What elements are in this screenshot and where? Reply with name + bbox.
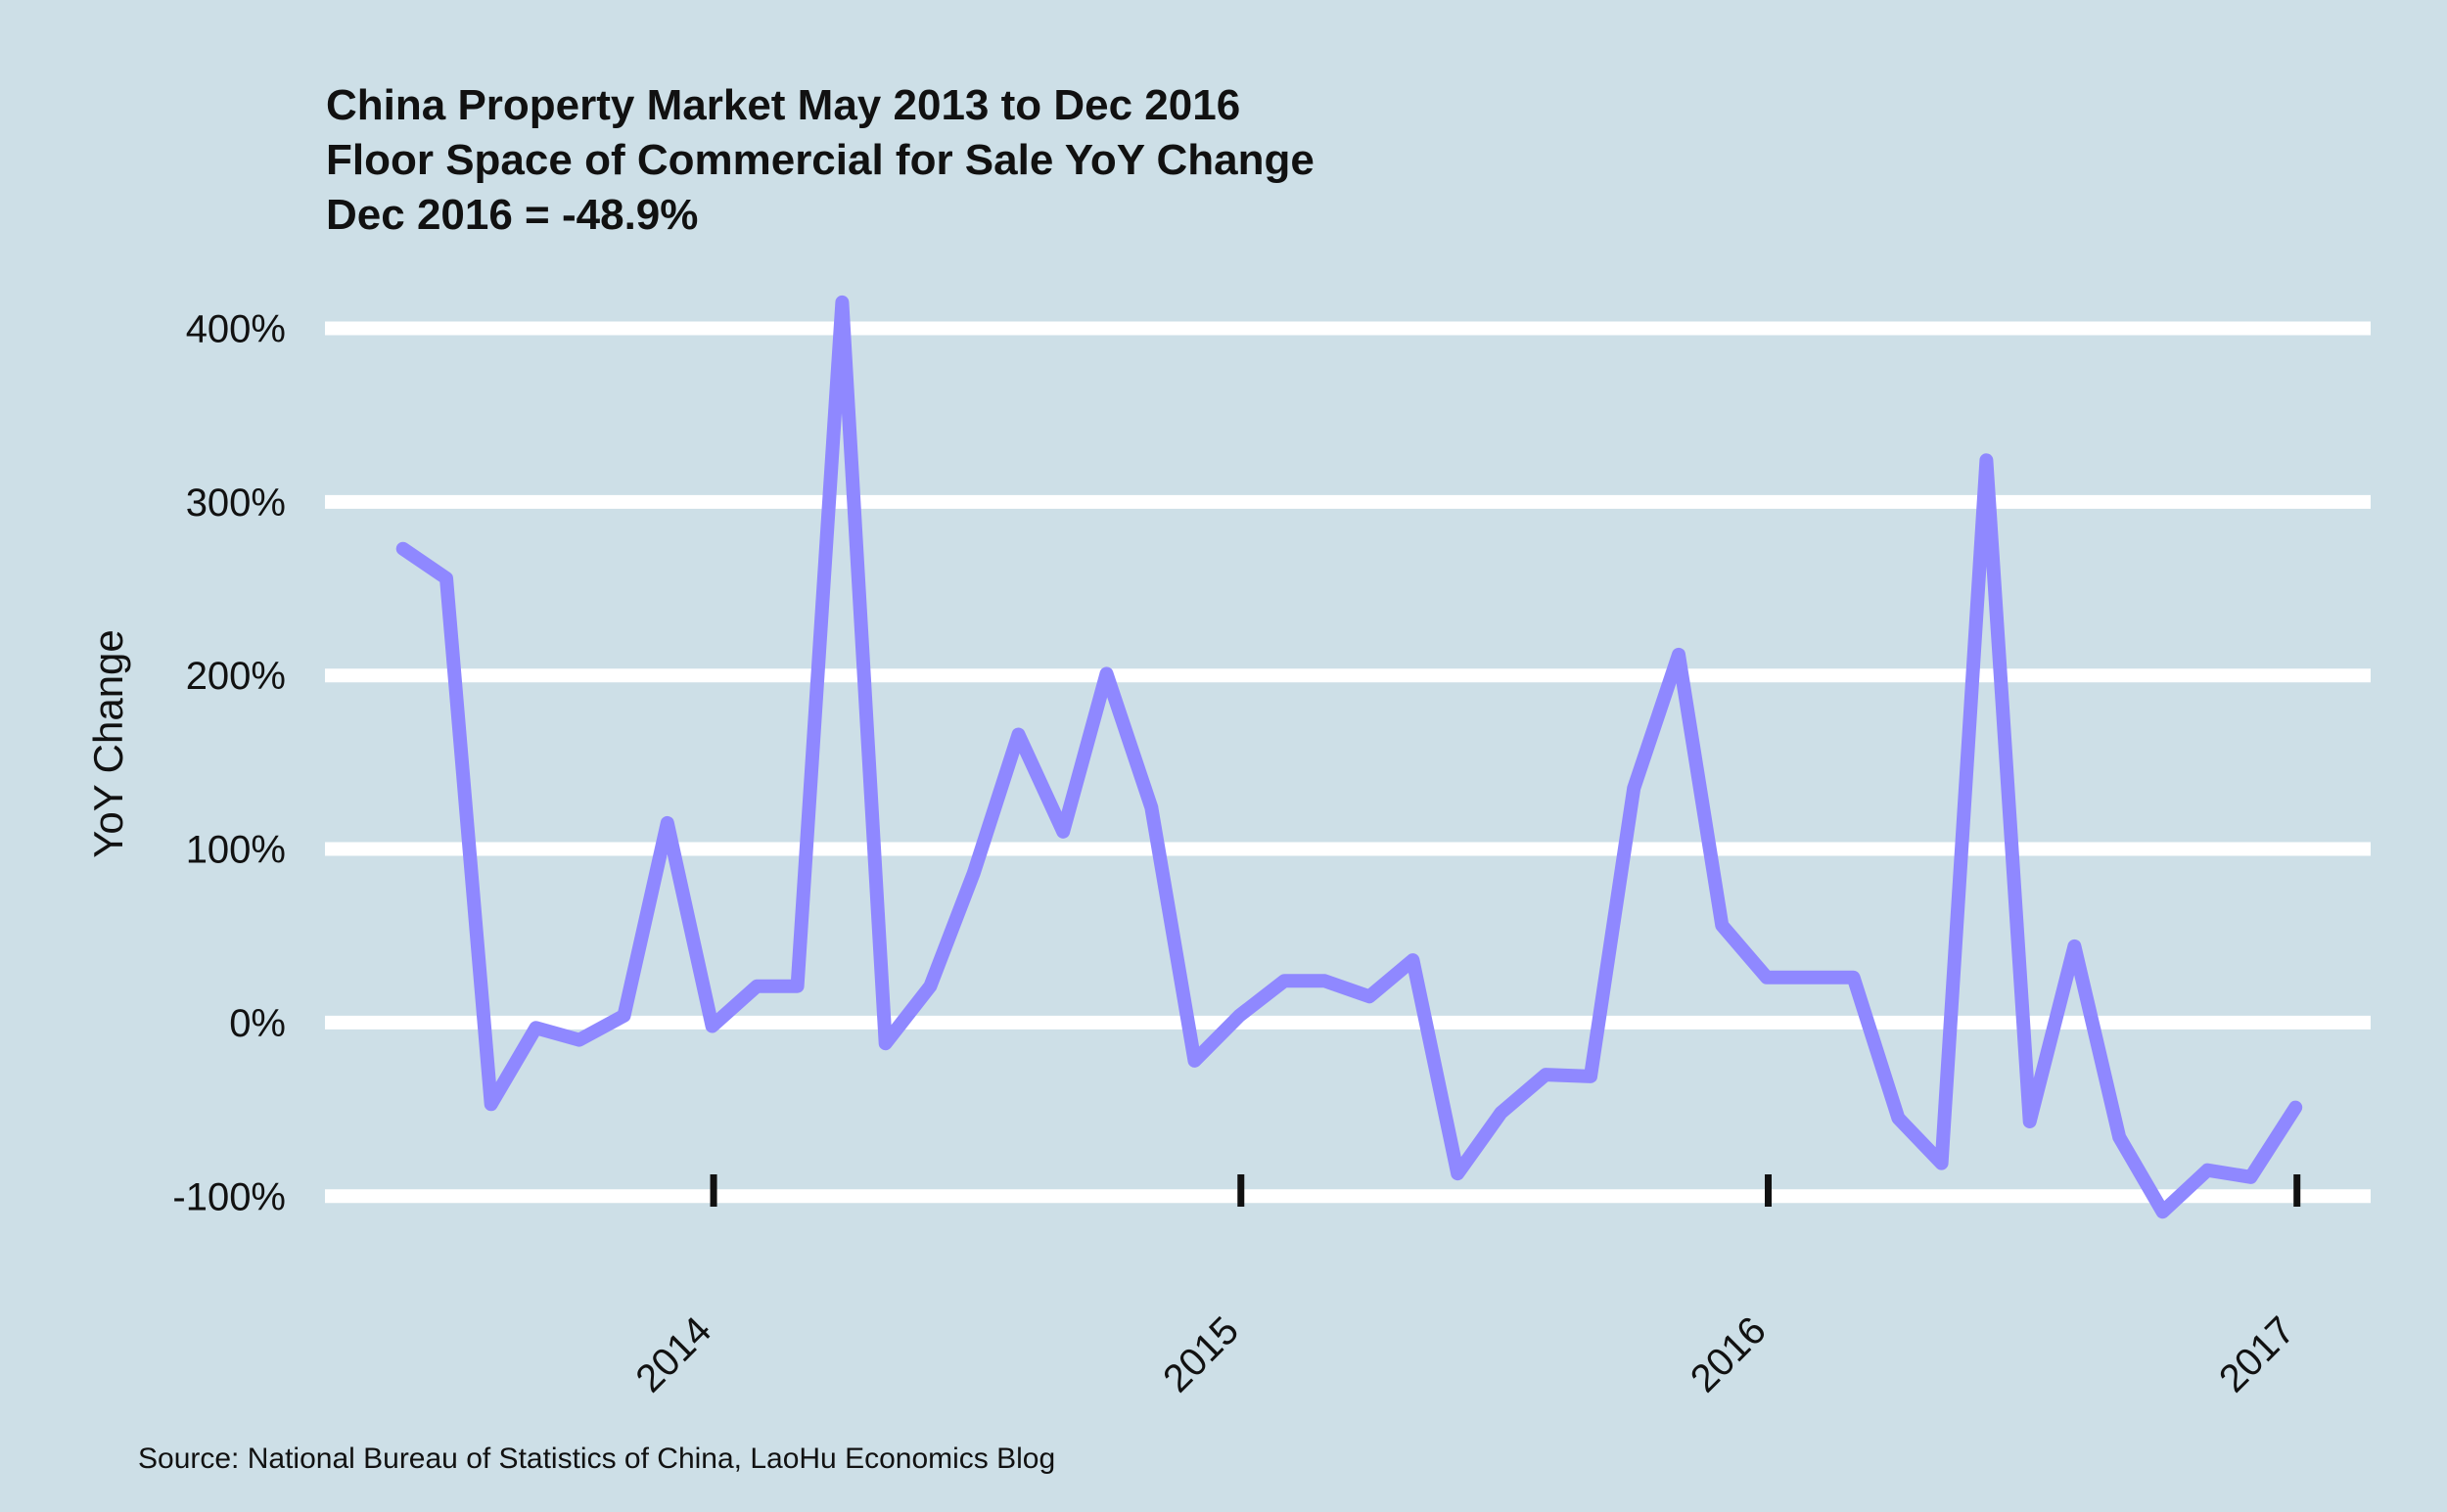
chart-subtitle: Floor Space of Commercial for Sale YoY C… <box>326 136 1315 184</box>
x-tick-label: 2016 <box>1683 1308 1775 1400</box>
data-point <box>1283 980 1286 983</box>
data-point <box>1062 830 1065 833</box>
data-point <box>711 1025 714 1028</box>
data-point <box>1852 976 1855 979</box>
data-point <box>1105 672 1108 675</box>
data-point <box>666 821 669 824</box>
x-tick-label: 2017 <box>2211 1308 2303 1400</box>
data-point <box>1985 459 1988 462</box>
data-point <box>1940 1162 1943 1165</box>
x-tick-label: 2015 <box>1155 1308 1247 1400</box>
data-point <box>884 1042 887 1045</box>
data-point <box>489 1103 492 1106</box>
data-point <box>841 300 844 303</box>
series-group <box>395 295 2303 1219</box>
x-tick-label: 2014 <box>627 1308 719 1400</box>
data-point <box>1368 995 1371 998</box>
data-point <box>534 1027 537 1030</box>
data-point <box>623 1014 625 1017</box>
data-point <box>1897 1117 1900 1120</box>
data-point <box>1810 976 1813 979</box>
data-point <box>1150 805 1153 808</box>
grid-lines <box>325 321 2371 1204</box>
data-point <box>2028 1121 2031 1123</box>
series-line <box>395 295 2303 1219</box>
data-point <box>2073 944 2076 947</box>
data-point <box>577 1038 580 1041</box>
chart-title-block: China Property Market May 2013 to Dec 20… <box>326 78 1315 243</box>
data-point <box>2249 1175 2252 1178</box>
data-point <box>1721 924 1724 927</box>
data-point <box>1545 1074 1547 1077</box>
data-point <box>756 985 759 987</box>
data-point <box>2118 1135 2121 1138</box>
chart-subtitle-latest-value: Dec 2016 = -48.9% <box>326 191 699 239</box>
data-point <box>1411 959 1414 962</box>
y-axis-ticks: -100% 0% 100% 200% 300% 400% <box>172 307 286 1218</box>
y-tick-label: 0% <box>229 1002 286 1045</box>
source-note: Source: National Bureau of Statistics of… <box>138 1443 1056 1475</box>
data-point <box>796 985 799 987</box>
data-point <box>401 547 404 550</box>
chart-title: China Property Market May 2013 to Dec 20… <box>326 81 1241 129</box>
data-point <box>2294 1106 2297 1109</box>
data-point <box>444 576 447 579</box>
data-point <box>929 985 932 987</box>
data-point <box>1238 1014 1241 1017</box>
data-point <box>1678 653 1681 656</box>
data-point <box>2206 1168 2209 1171</box>
y-tick-label: 200% <box>186 655 286 698</box>
data-point <box>1456 1172 1459 1175</box>
y-tick-label: 400% <box>186 307 286 350</box>
data-point <box>1766 976 1769 979</box>
data-point <box>2161 1211 2164 1214</box>
y-tick-label: -100% <box>172 1175 286 1218</box>
x-axis-ticks: 2014 2015 2016 2017 <box>627 1174 2303 1400</box>
data-point <box>1323 980 1326 983</box>
data-point <box>1633 787 1636 790</box>
data-point <box>972 872 975 875</box>
y-tick-label: 300% <box>186 481 286 525</box>
data-point <box>1193 1059 1196 1062</box>
data-point <box>1500 1112 1502 1115</box>
y-tick-label: 100% <box>186 829 286 872</box>
data-point <box>1017 733 1020 736</box>
data-point <box>1589 1075 1592 1077</box>
